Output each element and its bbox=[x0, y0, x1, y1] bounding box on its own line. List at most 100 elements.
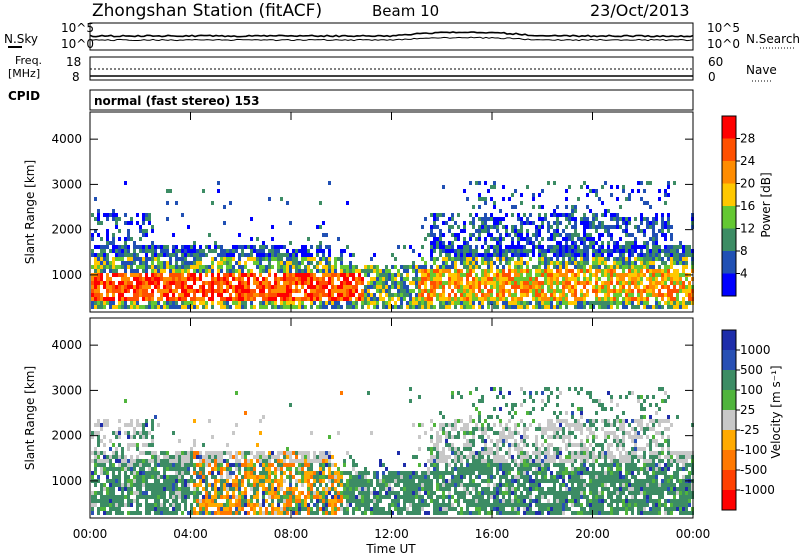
backscatter-cell bbox=[190, 285, 193, 289]
backscatter-cell bbox=[415, 471, 418, 475]
backscatter-cell bbox=[151, 475, 154, 479]
backscatter-cell bbox=[433, 261, 436, 265]
backscatter-cell bbox=[439, 277, 442, 281]
backscatter-cell bbox=[160, 495, 163, 499]
backscatter-cell bbox=[469, 297, 472, 301]
backscatter-cell bbox=[595, 249, 598, 253]
backscatter-cell bbox=[505, 281, 508, 285]
backscatter-cell bbox=[412, 297, 415, 301]
backscatter-cell bbox=[163, 285, 166, 289]
backscatter-cell bbox=[307, 467, 310, 471]
backscatter-cell bbox=[655, 249, 658, 253]
backscatter-cell bbox=[520, 237, 523, 241]
backscatter-cell bbox=[118, 435, 121, 439]
backscatter-cell bbox=[184, 297, 187, 301]
backscatter-cell bbox=[310, 499, 313, 503]
backscatter-cell bbox=[130, 435, 133, 439]
backscatter-cell bbox=[325, 273, 328, 277]
backscatter-cell bbox=[616, 289, 619, 293]
backscatter-cell bbox=[448, 253, 451, 257]
backscatter-cell bbox=[517, 237, 520, 241]
backscatter-cell bbox=[478, 265, 481, 269]
backscatter-cell bbox=[328, 459, 331, 463]
backscatter-cell bbox=[184, 281, 187, 285]
backscatter-cell bbox=[436, 297, 439, 301]
backscatter-cell bbox=[358, 297, 361, 301]
backscatter-cell bbox=[412, 249, 415, 253]
backscatter-cell bbox=[175, 301, 178, 305]
backscatter-cell bbox=[481, 435, 484, 439]
backscatter-cell bbox=[571, 273, 574, 277]
backscatter-cell bbox=[442, 265, 445, 269]
backscatter-cell bbox=[103, 495, 106, 499]
backscatter-cell bbox=[232, 495, 235, 499]
backscatter-cell bbox=[574, 233, 577, 237]
backscatter-cell bbox=[430, 459, 433, 463]
backscatter-cell bbox=[574, 281, 577, 285]
backscatter-cell bbox=[145, 277, 148, 281]
backscatter-cell bbox=[664, 273, 667, 277]
backscatter-cell bbox=[508, 245, 511, 249]
backscatter-cell bbox=[127, 261, 130, 265]
backscatter-cell bbox=[427, 511, 430, 515]
backscatter-cell bbox=[262, 241, 265, 245]
backscatter-cell bbox=[565, 301, 568, 305]
backscatter-cell bbox=[634, 305, 637, 309]
backscatter-cell bbox=[499, 269, 502, 273]
backscatter-cell bbox=[385, 483, 388, 487]
backscatter-cell bbox=[478, 511, 481, 515]
backscatter-cell bbox=[181, 285, 184, 289]
backscatter-cell bbox=[424, 273, 427, 277]
backscatter-cell bbox=[403, 499, 406, 503]
backscatter-cell bbox=[583, 269, 586, 273]
backscatter-cell bbox=[469, 257, 472, 261]
backscatter-cell bbox=[469, 431, 472, 435]
backscatter-cell bbox=[334, 511, 337, 515]
backscatter-cell bbox=[100, 249, 103, 253]
backscatter-cell bbox=[469, 467, 472, 471]
backscatter-cell bbox=[475, 423, 478, 427]
backscatter-cell bbox=[466, 261, 469, 265]
backscatter-cell bbox=[136, 463, 139, 467]
backscatter-cell bbox=[604, 213, 607, 217]
backscatter-cell bbox=[592, 237, 595, 241]
backscatter-cell bbox=[355, 277, 358, 281]
backscatter-cell bbox=[112, 293, 115, 297]
backscatter-cell bbox=[610, 273, 613, 277]
backscatter-cell bbox=[499, 487, 502, 491]
backscatter-cell bbox=[481, 269, 484, 273]
backscatter-cell bbox=[520, 301, 523, 305]
backscatter-cell bbox=[574, 209, 577, 213]
backscatter-cell bbox=[439, 213, 442, 217]
backscatter-cell bbox=[418, 395, 421, 399]
backscatter-cell bbox=[553, 289, 556, 293]
backscatter-cell bbox=[301, 261, 304, 265]
backscatter-cell bbox=[244, 499, 247, 503]
backscatter-cell bbox=[271, 305, 274, 309]
backscatter-cell bbox=[484, 221, 487, 225]
backscatter-cell bbox=[640, 245, 643, 249]
backscatter-cell bbox=[367, 391, 370, 395]
backscatter-cell bbox=[106, 217, 109, 221]
backscatter-cell bbox=[106, 229, 109, 233]
backscatter-cell bbox=[373, 253, 376, 257]
backscatter-cell bbox=[499, 391, 502, 395]
backscatter-cell bbox=[358, 293, 361, 297]
backscatter-cell bbox=[304, 289, 307, 293]
backscatter-cell bbox=[481, 217, 484, 221]
backscatter-cell bbox=[184, 253, 187, 257]
backscatter-cell bbox=[349, 479, 352, 483]
backscatter-cell bbox=[313, 491, 316, 495]
ytick-label: 3000 bbox=[51, 177, 82, 191]
backscatter-cell bbox=[508, 265, 511, 269]
backscatter-cell bbox=[595, 269, 598, 273]
backscatter-cell bbox=[328, 273, 331, 277]
backscatter-cell bbox=[445, 467, 448, 471]
backscatter-cell bbox=[220, 507, 223, 511]
backscatter-cell bbox=[586, 225, 589, 229]
backscatter-cell bbox=[232, 483, 235, 487]
backscatter-cell bbox=[409, 281, 412, 285]
backscatter-cell bbox=[445, 249, 448, 253]
backscatter-cell bbox=[241, 463, 244, 467]
backscatter-cell bbox=[682, 297, 685, 301]
